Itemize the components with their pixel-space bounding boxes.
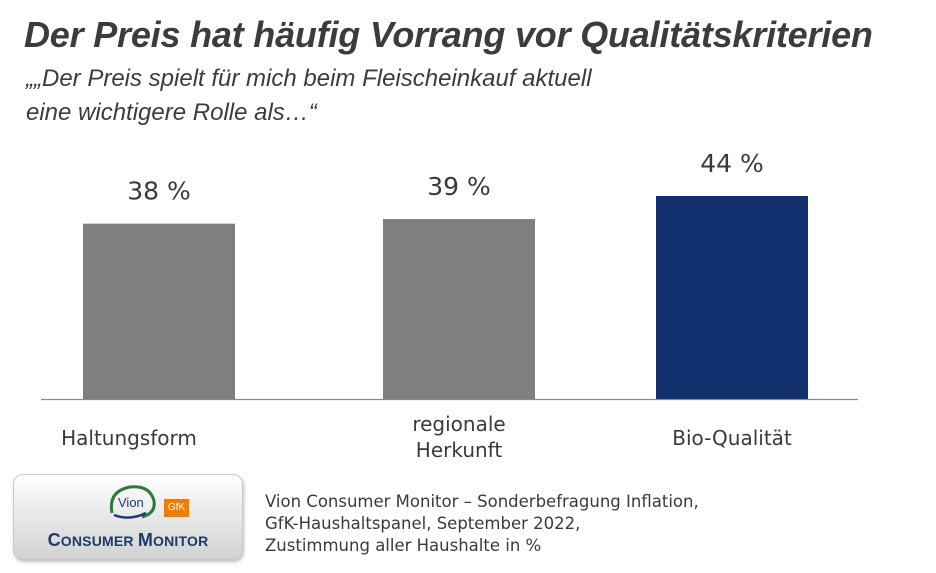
category-label-0-line-0: Haltungsform (61, 426, 197, 450)
bar-0 (83, 223, 235, 399)
vion-logo-text: Vion (118, 495, 144, 510)
bar-value-label-0: 38 % (127, 177, 191, 206)
source-note: Vion Consumer Monitor – Sonderbefragung … (265, 491, 699, 557)
bar-value-label-2: 44 % (700, 149, 764, 178)
source-line-1: Vion Consumer Monitor – Sonderbefragung … (265, 492, 699, 511)
vion-logo-icon: Vion (109, 485, 156, 519)
category-label-2-line-0: Bio-Qualität (672, 426, 792, 450)
source-line-2: GfK-Haushaltspanel, September 2022, (265, 514, 581, 533)
consumer-monitor-logo: Vion GfK CONSUMER MONITOR (13, 474, 243, 560)
bar-value-label-1: 39 % (427, 172, 491, 201)
category-label-1-line-1: Herkunft (416, 438, 503, 462)
chart-subtitle: „„Der Preis spielt für mich beim Fleisch… (26, 62, 592, 130)
chart-title: Der Preis hat häufig Vorrang vor Qualitä… (24, 14, 873, 55)
bar-2 (656, 196, 808, 399)
source-line-3: Zustimmung aller Haushalte in % (265, 536, 542, 555)
bar-1 (383, 219, 535, 399)
category-label-1-line-0: regionale (412, 412, 505, 436)
subtitle-line-1: „„Der Preis spielt für mich beim Fleisch… (26, 65, 592, 92)
gfk-logo: GfK (164, 499, 189, 517)
consumer-monitor-wordmark: CONSUMER MONITOR (47, 530, 209, 550)
subtitle-line-2: eine wichtigere Rolle als…“ (26, 99, 317, 126)
